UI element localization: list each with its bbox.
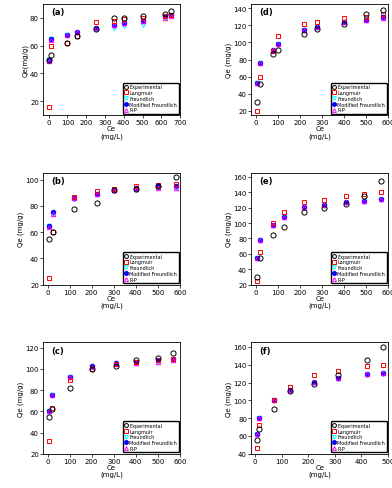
Text: (b): (b) — [51, 177, 65, 186]
Legend: Experimental, Langmuir, Freundlich, Modified Freundlich, R-P: Experimental, Langmuir, Freundlich, Modi… — [330, 253, 387, 284]
Text: (c): (c) — [51, 346, 64, 355]
Text: (d): (d) — [260, 8, 273, 17]
Legend: Experimental, Langmuir, Freundlich, Modified Freundlich, R-P: Experimental, Langmuir, Freundlich, Modi… — [123, 84, 178, 115]
X-axis label: Ce
(mg/L): Ce (mg/L) — [100, 126, 123, 140]
X-axis label: Ce
(mg/L): Ce (mg/L) — [100, 464, 123, 477]
Y-axis label: Qe (mg/g): Qe (mg/g) — [226, 381, 232, 416]
Y-axis label: Qe (mg/g): Qe (mg/g) — [18, 381, 24, 416]
Y-axis label: Qe(mg/g): Qe(mg/g) — [22, 44, 29, 77]
Text: (a): (a) — [51, 8, 65, 17]
Legend: Experimental, Langmuir, Freundlich, Modified Freundlich, R-P: Experimental, Langmuir, Freundlich, Modi… — [330, 84, 387, 115]
Legend: Experimental, Langmuir, Freundlich, Modified Freundlich, R-P: Experimental, Langmuir, Freundlich, Modi… — [123, 253, 178, 284]
Y-axis label: Qe (mg/g): Qe (mg/g) — [226, 212, 232, 247]
X-axis label: Ce
(mg/L): Ce (mg/L) — [308, 126, 331, 140]
Legend: Experimental, Langmuir, Freundlich, Modified Freundlich, R-P: Experimental, Langmuir, Freundlich, Modi… — [123, 422, 178, 452]
X-axis label: Ce
(mg/L): Ce (mg/L) — [308, 295, 331, 308]
Text: (f): (f) — [260, 346, 271, 355]
Y-axis label: Qe (mg/g): Qe (mg/g) — [18, 212, 24, 247]
X-axis label: Ce
(mg/L): Ce (mg/L) — [100, 295, 123, 308]
Legend: Experimental, Langmuir, Freundlich, Modified Freundlich, R-P: Experimental, Langmuir, Freundlich, Modi… — [330, 422, 387, 452]
X-axis label: Ce
(mg/L): Ce (mg/L) — [308, 464, 331, 477]
Y-axis label: Qe (mg/g): Qe (mg/g) — [226, 43, 232, 78]
Text: (e): (e) — [260, 177, 273, 186]
